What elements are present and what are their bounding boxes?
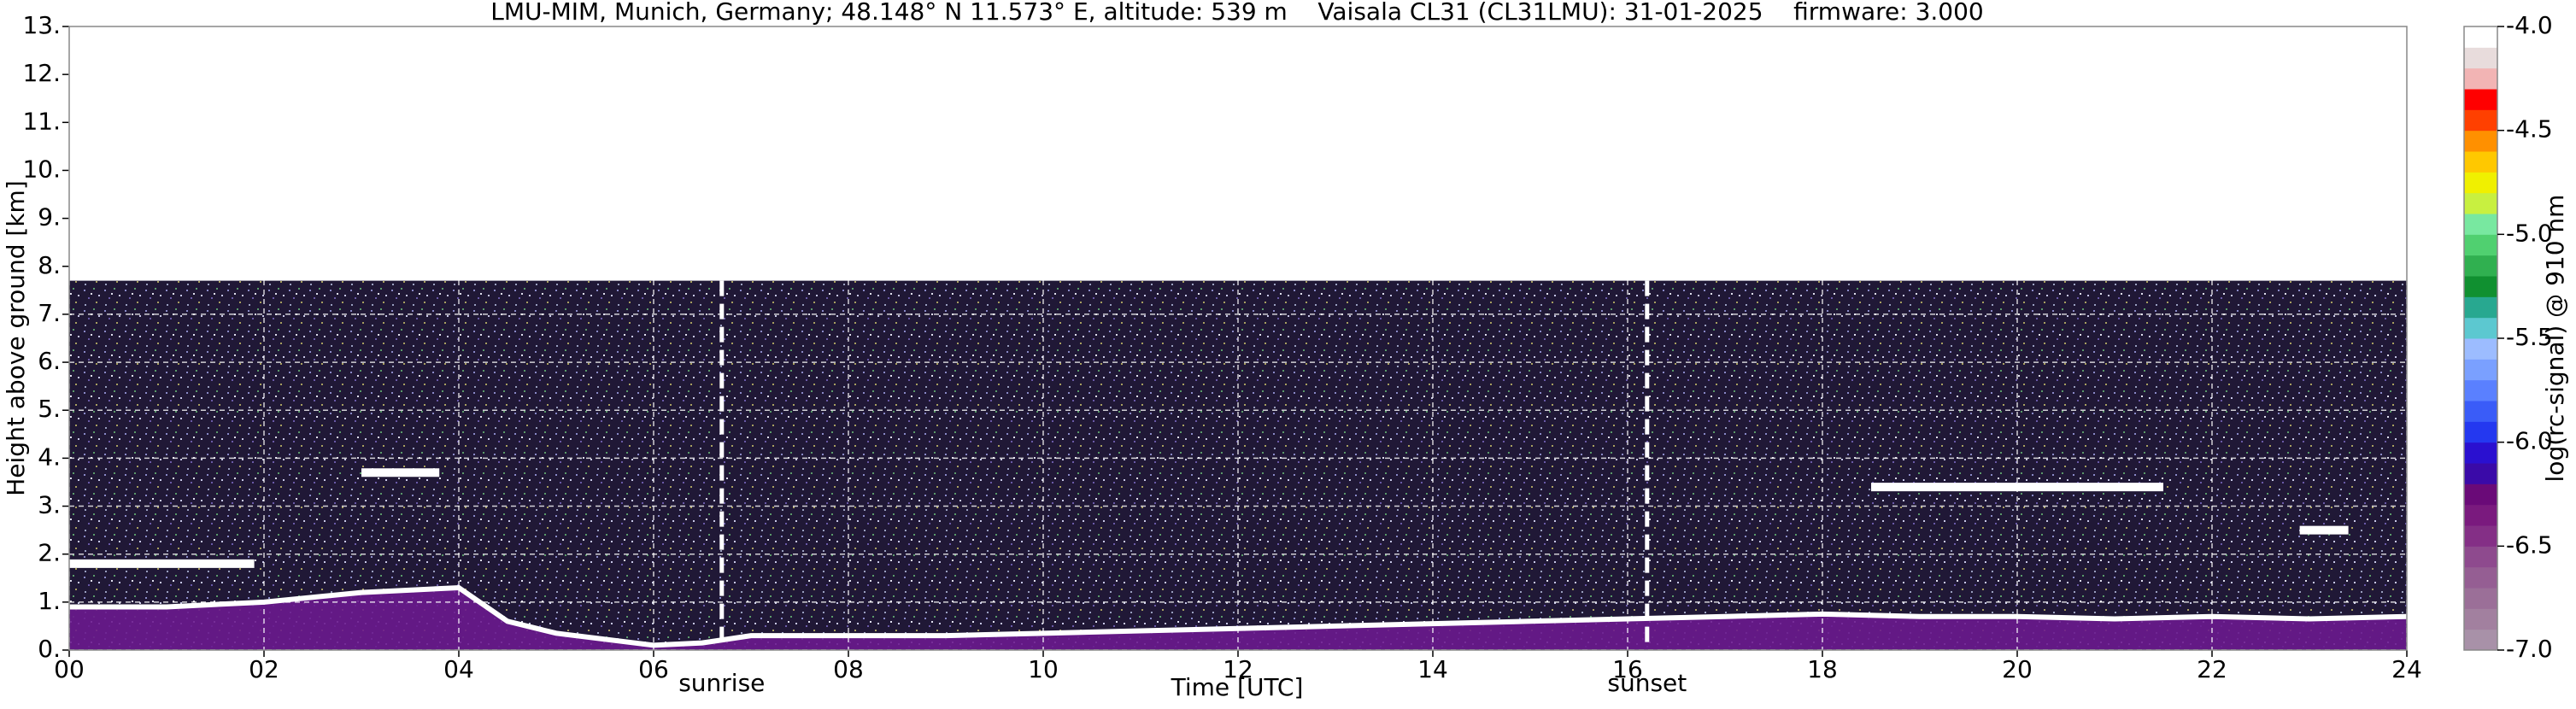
colorbar-segment xyxy=(2464,401,2497,422)
y-tick-label: 8. xyxy=(38,251,61,279)
colorbar-segment xyxy=(2464,130,2497,152)
colorbar-segment xyxy=(2464,276,2497,297)
x-tick-label: 20 xyxy=(2002,655,2033,683)
colorbar-segment xyxy=(2464,608,2497,630)
colorbar-segment xyxy=(2464,26,2497,48)
x-tick-label: 10 xyxy=(1028,655,1059,683)
colorbar-segment xyxy=(2464,629,2497,651)
y-tick-label: 3. xyxy=(38,491,61,519)
x-tick-label: 18 xyxy=(1807,655,1838,683)
y-tick-label: 1. xyxy=(38,587,61,615)
colorbar-segment xyxy=(2464,379,2497,401)
colorbar-segment xyxy=(2464,546,2497,568)
colorbar-segment xyxy=(2464,172,2497,194)
colorbar-segment xyxy=(2464,234,2497,256)
y-tick-label: 0. xyxy=(38,635,61,663)
colorbar-segment xyxy=(2464,463,2497,484)
x-tick-label: 16 xyxy=(1612,655,1643,683)
colorbar-segment xyxy=(2464,317,2497,339)
colorbar-tick-label: -6.0 xyxy=(2506,427,2553,455)
colorbar-label: log(rc-signal) @ 910 nm xyxy=(2541,195,2569,483)
y-tick-label: 4. xyxy=(38,442,61,471)
colorbar-segment xyxy=(2464,483,2497,506)
aerosol-layer xyxy=(69,588,2407,650)
colorbar-segment xyxy=(2464,214,2497,235)
colorbar-segment xyxy=(2464,359,2497,381)
y-tick-label: 6. xyxy=(38,347,61,375)
colorbar-segment xyxy=(2464,89,2497,110)
colorbar-segment xyxy=(2464,525,2497,547)
colorbar-tick-label: -7.0 xyxy=(2506,635,2553,663)
y-tick-label: 2. xyxy=(38,539,61,567)
colorbar-segment xyxy=(2464,47,2497,69)
colorbar-segment xyxy=(2464,566,2497,589)
x-tick-label: 02 xyxy=(249,655,279,683)
colorbar-segment xyxy=(2464,338,2497,360)
x-tick-label: 24 xyxy=(2391,655,2422,683)
colorbar-segment xyxy=(2464,421,2497,443)
y-tick-label: 5. xyxy=(38,395,61,423)
colorbar-tick-label: -5.0 xyxy=(2506,219,2553,247)
chart-title: LMU-MIM, Munich, Germany; 48.148° N 11.5… xyxy=(490,0,1984,26)
y-axis-label: Height above ground [km] xyxy=(2,180,30,496)
aerosol-top xyxy=(69,584,2408,648)
x-tick-label: 00 xyxy=(54,655,85,683)
colorbar-segment xyxy=(2464,109,2497,132)
x-tick-label: 22 xyxy=(2197,655,2227,683)
x-tick-label: 14 xyxy=(1417,655,1448,683)
colorbar-segment xyxy=(2464,504,2497,526)
annotation-label: sunrise xyxy=(678,669,765,697)
annotation-label: sunset xyxy=(1607,669,1687,697)
x-tick-label: 06 xyxy=(638,655,669,683)
y-tick-label: 13. xyxy=(22,11,61,39)
y-tick-label: 11. xyxy=(22,107,61,135)
y-tick-label: 12. xyxy=(22,59,61,87)
colorbar-segment xyxy=(2464,296,2497,319)
x-tick-label: 08 xyxy=(833,655,864,683)
colorbar-segment xyxy=(2464,67,2497,90)
y-tick-label: 10. xyxy=(22,155,61,183)
colorbar-segment xyxy=(2464,151,2497,173)
colorbar-segment xyxy=(2464,255,2497,277)
y-tick-label: 9. xyxy=(38,203,61,231)
colorbar-tick-label: -4.0 xyxy=(2506,11,2553,39)
plot-frame xyxy=(68,26,2408,651)
y-tick-label: 7. xyxy=(38,299,61,327)
x-tick-label: 12 xyxy=(1223,655,1253,683)
x-axis-label: Time [UTC] xyxy=(1171,673,1304,701)
colorbar-segment xyxy=(2464,588,2497,609)
colorbar-tick-label: -5.5 xyxy=(2506,323,2553,351)
colorbar-tick-label: -4.5 xyxy=(2506,115,2553,144)
colorbar-tick-label: -6.5 xyxy=(2506,530,2553,559)
colorbar-segment xyxy=(2464,442,2497,464)
x-tick-label: 04 xyxy=(443,655,474,683)
colorbar-segment xyxy=(2464,192,2497,214)
